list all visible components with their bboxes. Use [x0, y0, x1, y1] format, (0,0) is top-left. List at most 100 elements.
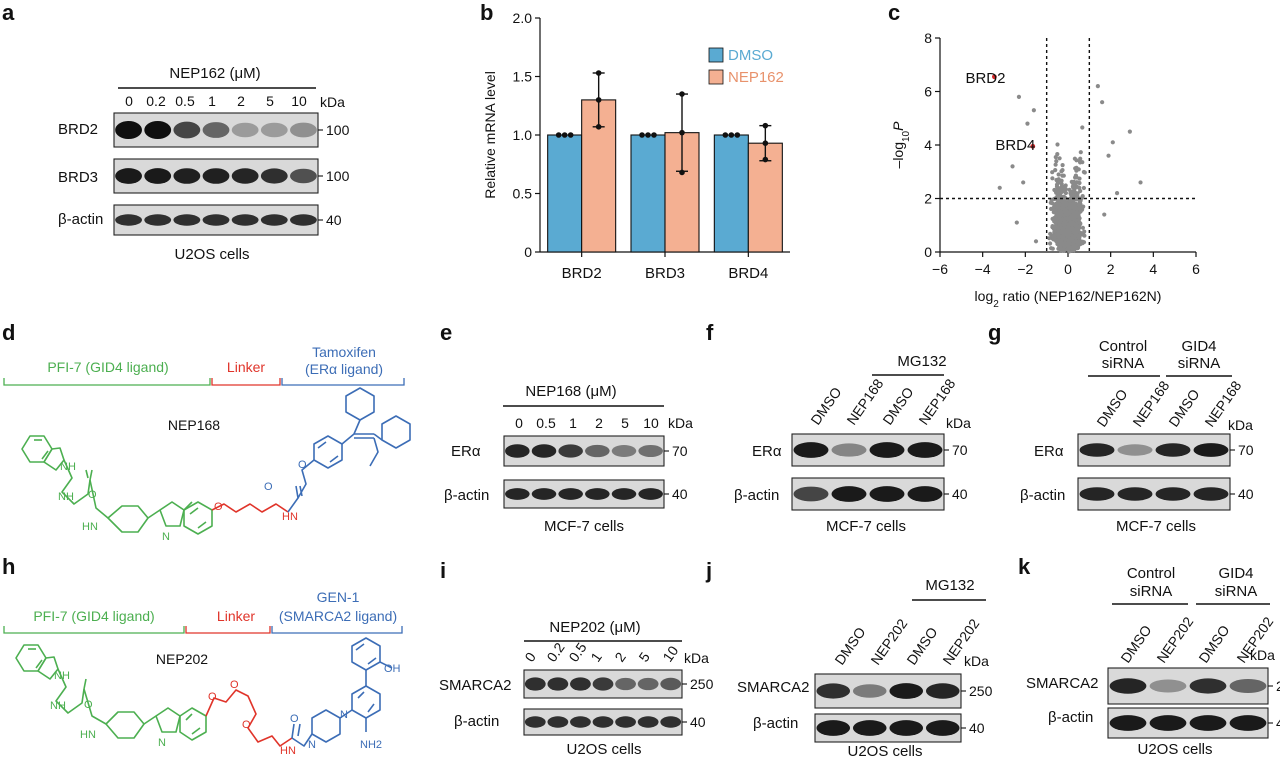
c-point: [1060, 163, 1065, 168]
j-cell-line: U2OS cells: [847, 743, 922, 760]
c-point: [1059, 211, 1064, 216]
c-point: [1067, 237, 1072, 242]
j-lane-2: DMSO: [903, 624, 940, 668]
e-dose-3: 2: [595, 415, 603, 431]
b-legend-swatch-dmso: [708, 47, 724, 63]
e-row-label-era: ERα: [451, 443, 481, 460]
i-actin-band: [615, 716, 636, 728]
c-point: [1053, 155, 1058, 160]
c-point-outlier: [1110, 140, 1115, 145]
a-brd2-band: [202, 122, 230, 138]
b-y-tick-label: 1.0: [513, 127, 533, 143]
h-atom-oh: OH: [384, 663, 401, 675]
b-ylabel: Relative mRNA level: [482, 71, 498, 199]
panel-e: e NEP168 (μM) 0 0.5 1 2 5 10 kDa ERα β-a…: [440, 320, 693, 535]
b-datapoint: [645, 132, 651, 138]
e-era-band: [531, 444, 557, 458]
b-datapoint: [679, 91, 685, 97]
panel-g-letter: g: [988, 320, 1001, 345]
e-actin-strip: [503, 479, 665, 509]
c-xlabel: log2 ratio (NEP162/NEP162N): [975, 288, 1162, 310]
h-bracket-gen1: [271, 626, 403, 634]
panel-f: f MG132 DMSO NEP168 DMSO NEP168 kDa ERα …: [706, 320, 971, 535]
c-point: [1051, 237, 1056, 242]
i-header: NEP202 (μM): [549, 619, 640, 636]
c-point: [1067, 222, 1072, 227]
b-datapoint: [561, 132, 568, 138]
g-era-band: [1079, 443, 1115, 457]
k-lane-0: DMSO: [1117, 622, 1154, 666]
c-point-outlier: [1021, 180, 1026, 185]
c-point: [1053, 208, 1058, 213]
b-bar-dmso: [713, 134, 749, 253]
c-point: [1049, 206, 1054, 211]
e-actin-band: [585, 488, 610, 500]
c-point: [1062, 219, 1067, 224]
i-smarca2-band: [637, 677, 659, 691]
d-atom-nh1: NH: [60, 461, 76, 473]
c-y-tick-label: 2: [924, 191, 932, 207]
g-era-band: [1193, 443, 1229, 457]
a-brd2-band: [115, 121, 142, 139]
panel-i: i NEP202 (μM) 0 0.2 0.5 1 2 5 10 kDa SMA…: [439, 558, 714, 758]
i-row-label-smarca2: SMARCA2: [439, 677, 512, 694]
k-actin-mw-label: 40: [1276, 715, 1280, 731]
g-era-mw-label: 70: [1238, 442, 1254, 458]
c-point-outlier: [1100, 100, 1105, 105]
c-point: [1069, 179, 1074, 184]
g-actin-mw-label: 40: [1238, 486, 1254, 502]
c-point: [1078, 150, 1083, 155]
c-point: [1059, 238, 1064, 243]
panel-c: c –log10P 0 2 4 6 8 −6 −4 −2 0 2 4 6 BRD2 BRD4 log2 r…: [888, 0, 1200, 310]
e-cell-line: MCF-7 cells: [544, 518, 624, 535]
a-dose-1: 0.2: [146, 93, 166, 109]
e-actin-band: [638, 488, 663, 500]
a-actin-band: [144, 214, 172, 226]
h-atom-nh1: NH: [54, 670, 70, 682]
d-atom-o1: O: [88, 489, 97, 501]
panel-h-letter: h: [2, 554, 15, 579]
h-atom-n2: N: [308, 739, 316, 751]
a-row-label-brd2: BRD2: [58, 121, 98, 138]
a-brd3-band: [290, 168, 317, 184]
i-dose-1: 0.2: [543, 639, 567, 664]
h-structure: [15, 637, 393, 747]
c-point-outlier: [1138, 180, 1143, 185]
c-x-tick-label: −2: [1017, 261, 1033, 277]
c-point: [1060, 226, 1065, 231]
g-row-label-actin: β-actin: [1020, 487, 1065, 504]
k-smarca2-band: [1189, 678, 1227, 694]
c-point: [1063, 183, 1068, 188]
c-point: [1073, 233, 1078, 238]
c-point: [1062, 244, 1067, 249]
panel-a: a NEP162 (μM) 0 0.2 0.5 1 2 5 10 kDa BRD…: [2, 0, 350, 263]
c-point-outlier: [1127, 129, 1132, 134]
h-compound-name: NEP202: [156, 651, 208, 667]
g-gid4-label1: GID4: [1181, 338, 1216, 355]
i-smarca2-band: [615, 677, 636, 691]
c-point: [1077, 180, 1082, 186]
i-kda: kDa: [684, 650, 709, 666]
a-brd2-band: [290, 122, 317, 138]
c-point: [1050, 225, 1055, 230]
j-smarca2-mw-label: 250: [969, 683, 993, 699]
f-row-label-era: ERα: [752, 443, 782, 460]
a-actin-band: [231, 214, 259, 226]
c-point: [1060, 184, 1065, 189]
c-point: [1053, 162, 1058, 167]
c-point: [1065, 228, 1070, 233]
g-kda: kDa: [1228, 417, 1253, 433]
c-point-outlier: [1016, 94, 1022, 99]
j-row-label-actin: β-actin: [753, 715, 798, 732]
f-actin-band: [907, 486, 943, 502]
h-atom-o1: O: [84, 699, 93, 711]
c-point: [1053, 168, 1058, 173]
a-brd2-band: [260, 122, 288, 138]
c-point: [1077, 159, 1082, 164]
h-bracket-linker-label: Linker: [217, 608, 255, 624]
k-smarca2-band: [1229, 678, 1267, 694]
c-y-tick-label: 6: [924, 84, 932, 100]
e-dose-0: 0: [515, 415, 523, 431]
i-actin-band: [660, 716, 682, 728]
